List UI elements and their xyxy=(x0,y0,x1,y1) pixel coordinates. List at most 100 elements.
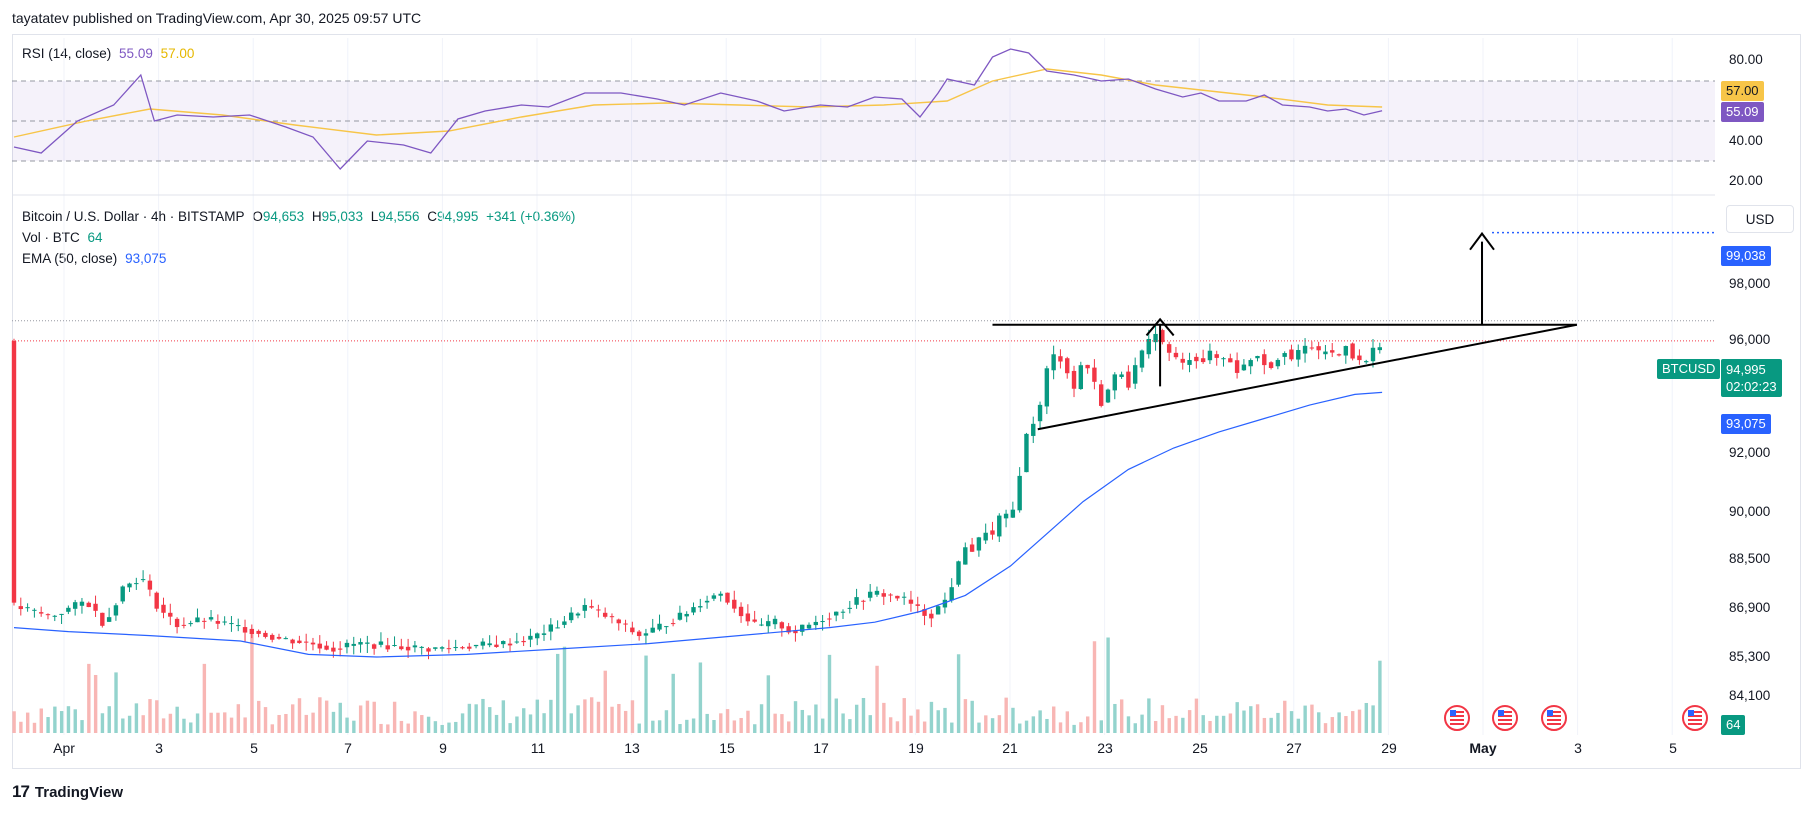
volume-bar xyxy=(148,699,152,733)
candle-body xyxy=(562,621,567,625)
candle-body xyxy=(25,607,30,609)
volume-bar xyxy=(800,709,805,733)
candle-body xyxy=(772,618,778,625)
candle-body xyxy=(487,643,492,646)
volume-bar xyxy=(793,701,798,733)
volume-bar xyxy=(1011,707,1015,733)
target-price-tag: 99,038 xyxy=(1721,246,1771,266)
volume-bar xyxy=(562,646,567,733)
volume-bar xyxy=(888,717,893,733)
volume-bar xyxy=(263,707,268,733)
candle-body xyxy=(732,599,737,609)
volume-bar xyxy=(963,699,968,733)
volume-bar xyxy=(841,713,845,733)
candle-body xyxy=(840,611,846,613)
candle-body xyxy=(521,640,526,643)
symbol-legend[interactable]: Bitcoin / U.S. Dollar · 4h · BITSTAMP O9… xyxy=(22,209,579,224)
volume-bar xyxy=(623,710,628,733)
candle-body xyxy=(833,611,839,616)
volume-bar xyxy=(854,704,859,733)
candle-body xyxy=(766,621,771,627)
volume-bar xyxy=(229,717,234,733)
candle-body xyxy=(1044,368,1050,407)
candle-body xyxy=(929,613,934,619)
volume-bar xyxy=(759,704,764,733)
volume-bar xyxy=(114,672,118,733)
volume-bar xyxy=(392,701,397,733)
candle-body xyxy=(1350,343,1355,359)
volume-bar xyxy=(1378,660,1382,733)
candle-body xyxy=(120,586,125,602)
candle-body xyxy=(535,633,540,639)
rsi-legend[interactable]: RSI (14, close) 55.09 57.00 xyxy=(22,46,198,61)
candle-body xyxy=(1078,365,1084,390)
volume-bar xyxy=(481,698,485,733)
volume-bar xyxy=(386,724,390,733)
volume-bar xyxy=(1038,710,1042,733)
candle-body xyxy=(1160,330,1165,343)
candle-body xyxy=(609,616,615,618)
tradingview-branding[interactable]: 17 TradingView xyxy=(12,782,123,802)
candle-body xyxy=(881,593,886,597)
candle-body xyxy=(460,647,465,649)
candle-body xyxy=(1132,365,1138,384)
volume-bar xyxy=(970,700,974,733)
candle-body xyxy=(1248,360,1253,367)
volume-bar xyxy=(1351,711,1355,733)
flag-stripe xyxy=(1688,715,1702,717)
price-axis-label-86900: 86,900 xyxy=(1729,600,1771,615)
ema-legend-value: 93,075 xyxy=(125,251,167,266)
volume-bar xyxy=(1330,717,1335,733)
ohlc-close: 94,995 xyxy=(437,209,479,224)
candle-body xyxy=(385,645,390,650)
volume-bar xyxy=(1357,709,1362,733)
volume-bar xyxy=(297,698,302,733)
volume-bar xyxy=(1303,705,1307,733)
volume-bar xyxy=(535,699,540,733)
x-axis-label: 5 xyxy=(1669,740,1677,756)
candle-body xyxy=(1255,355,1260,359)
volume-bar xyxy=(603,670,607,733)
currency-button[interactable]: USD xyxy=(1726,205,1794,233)
candle-body xyxy=(1010,509,1016,518)
volume-legend[interactable]: Vol · BTC 64 xyxy=(22,230,107,245)
volume-bar xyxy=(746,710,750,733)
volume-bar xyxy=(542,713,546,733)
candle-body xyxy=(249,628,255,635)
volume-bar xyxy=(753,724,757,733)
volume-bar xyxy=(100,713,105,733)
candle-body xyxy=(813,621,819,626)
volume-bar xyxy=(1086,716,1090,733)
candle-body xyxy=(242,627,248,633)
x-axis-label: 13 xyxy=(624,740,640,756)
volume-bar xyxy=(1276,712,1280,733)
volume-bar xyxy=(712,720,716,733)
price-axis-label-98000: 98,000 xyxy=(1729,276,1771,291)
candle-body xyxy=(1289,349,1294,360)
volume-bar xyxy=(1119,699,1124,733)
candle-body xyxy=(752,619,757,622)
volume-bar xyxy=(651,720,655,733)
candle-body xyxy=(297,640,302,644)
x-axis-label: 11 xyxy=(530,740,546,756)
x-axis-label: 3 xyxy=(1574,740,1582,756)
candle-body xyxy=(718,593,723,596)
volume-bar xyxy=(80,720,84,733)
volume-bar xyxy=(1201,715,1205,733)
volume-bar xyxy=(358,705,363,733)
volume-bar xyxy=(12,711,16,733)
candle-body xyxy=(365,642,370,644)
ema-price-tag: 93,075 xyxy=(1721,414,1771,434)
publish-header: tayatatev published on TradingView.com, … xyxy=(12,10,422,26)
candle-body xyxy=(93,603,98,611)
candle-body xyxy=(528,635,533,640)
volume-bar xyxy=(1255,704,1260,733)
candle-body xyxy=(1241,364,1247,371)
volume-bar xyxy=(440,724,444,733)
volume-bar xyxy=(556,653,560,733)
flag-stripe xyxy=(1547,715,1561,717)
volume-bar xyxy=(107,706,111,733)
volume-bar xyxy=(827,654,832,733)
ema-legend[interactable]: EMA (50, close) 93,075 xyxy=(22,251,170,266)
